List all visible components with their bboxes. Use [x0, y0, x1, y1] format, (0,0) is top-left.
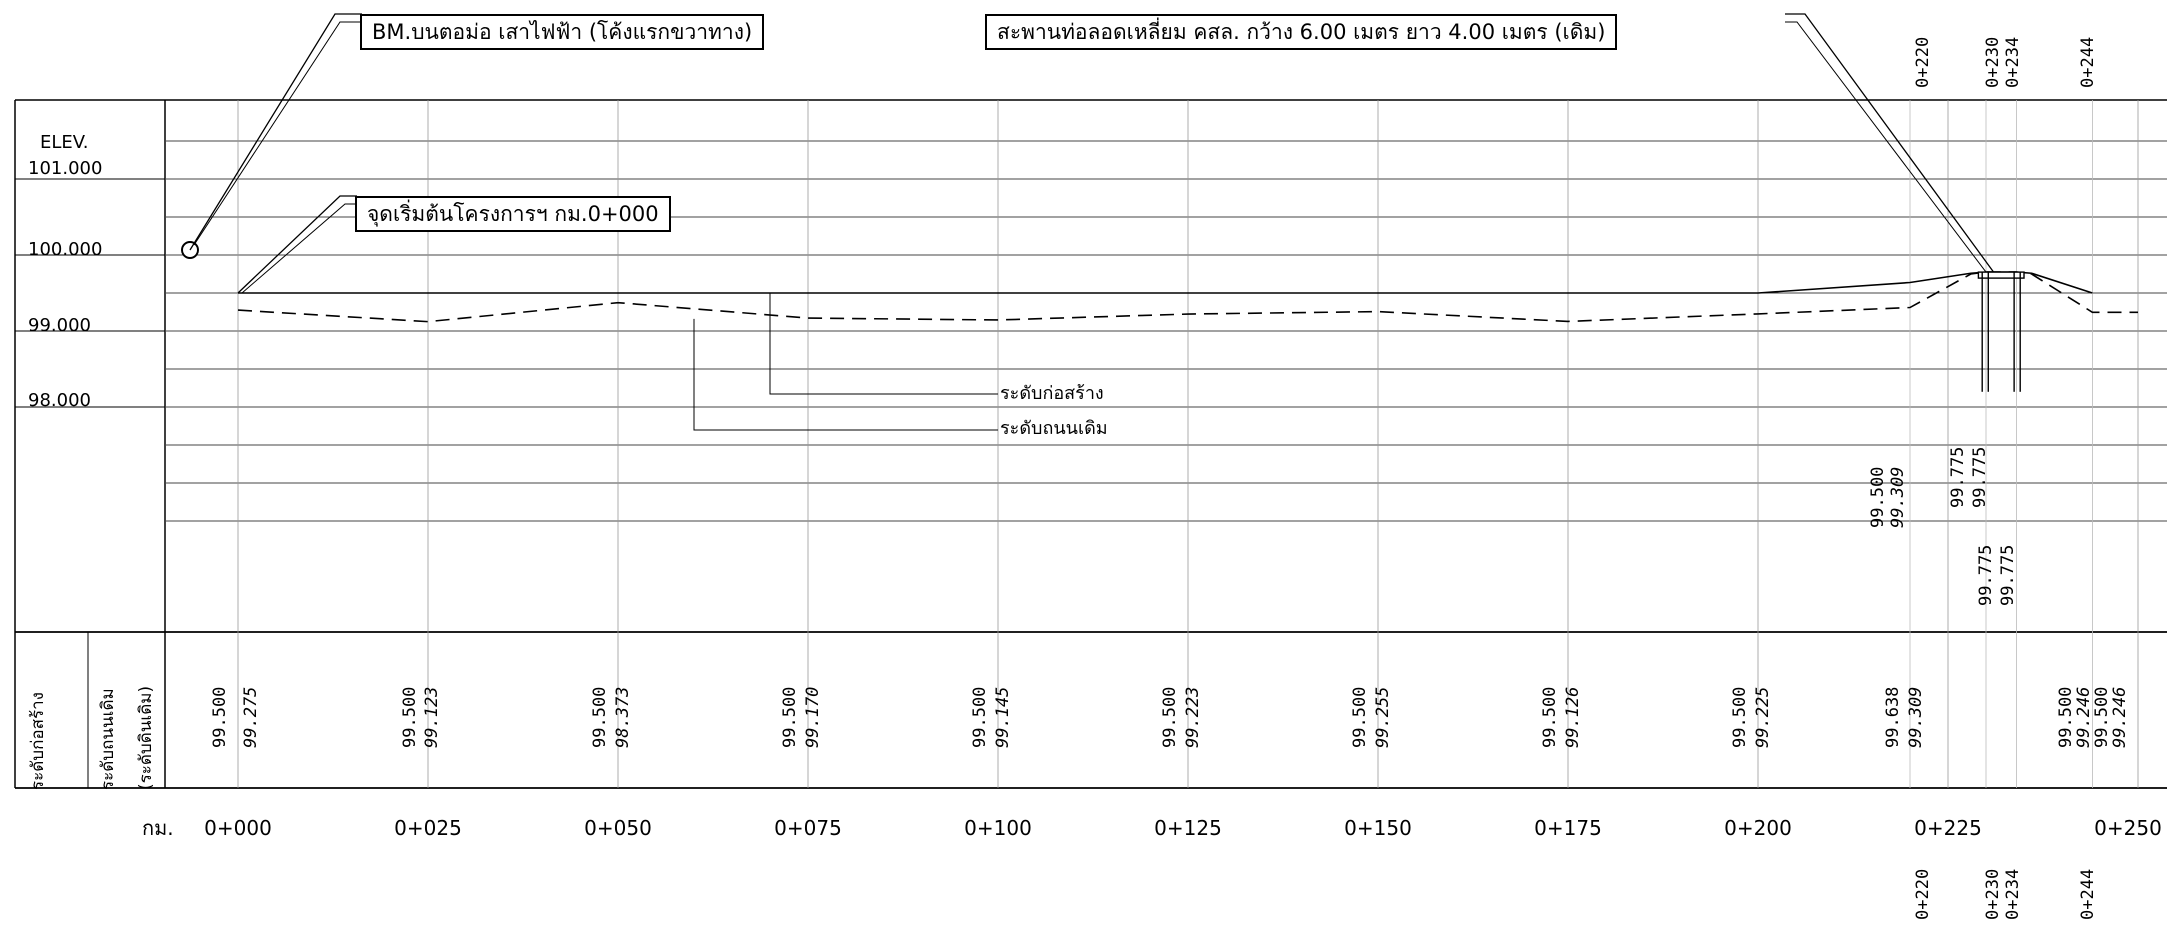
plot-value-234-b: 99.775: [1998, 544, 2018, 606]
design-value-0: 99.500: [210, 686, 230, 748]
station-label-7: 0+175: [1534, 816, 1602, 840]
existing-value-7: 99.126: [1563, 686, 1583, 748]
existing-value-244-a: 99.246: [2074, 686, 2094, 748]
station-label-1: 0+025: [394, 816, 462, 840]
plot-value-230-b: 99.775: [1970, 446, 1990, 508]
station-label-2: 0+050: [584, 816, 652, 840]
station-label-3: 0+075: [774, 816, 842, 840]
box-culvert-structure: [1977, 271, 2025, 392]
design-level-leader: [769, 293, 998, 395]
existing-value-1: 99.123: [422, 686, 442, 748]
design-value-244-b: 99.500: [2092, 686, 2112, 748]
top-station-230: 0+230: [1983, 36, 2003, 88]
elev-title: ELEV.: [40, 132, 89, 153]
start-annotation: จุดเริ่มต้นโครงการฯ กม.0+000: [355, 196, 671, 232]
bridge-leader: [1785, 13, 1995, 273]
bm-leader-2: [193, 21, 362, 246]
bottom-station-230: 0+230: [1983, 868, 2003, 920]
bottom-station-220: 0+220: [1913, 868, 1933, 920]
existing-value-3: 99.170: [803, 686, 823, 748]
start-leader: [237, 195, 357, 294]
existing-value-8: 99.225: [1753, 686, 1773, 748]
plot-value-230-a: 99.775: [1948, 446, 1968, 508]
existing-level-leader: [693, 318, 998, 431]
design-value-4: 99.500: [970, 686, 990, 748]
row-label-existing-sub: (ระดับดินเดิม): [136, 685, 156, 790]
design-value-220: 99.638: [1883, 686, 1903, 748]
existing-value-2: 98.373: [613, 686, 633, 748]
design-value-8: 99.500: [1730, 686, 1750, 748]
existing-value-220: 99.309: [1906, 686, 1926, 748]
bridge-leader-2: [1785, 21, 1987, 273]
design-value-3: 99.500: [780, 686, 800, 748]
leader-lines: [181, 13, 1995, 431]
elev-tick-101: 101.000: [28, 158, 103, 179]
start-leader-2: [241, 203, 357, 294]
elevation-grid: [14, 99, 2167, 789]
top-station-220: 0+220: [1913, 36, 1933, 88]
plot-value-234-a: 99.775: [1976, 544, 1996, 606]
bottom-station-234: 0+234: [2003, 868, 2023, 920]
design-value-7: 99.500: [1540, 686, 1560, 748]
plot-value-220-existing: 99.309: [1888, 466, 1908, 528]
existing-value-244-b: 99.246: [2110, 686, 2130, 748]
top-station-244: 0+244: [2078, 36, 2098, 88]
existing-level-label: ระดับถนนเดิม: [1000, 418, 1108, 439]
elev-tick-99: 99.000: [28, 315, 91, 336]
station-label-9: 0+225: [1914, 816, 1982, 840]
station-label-6: 0+150: [1344, 816, 1412, 840]
design-value-6: 99.500: [1350, 686, 1370, 748]
station-label-0: 0+000: [204, 816, 272, 840]
design-value-2: 99.500: [590, 686, 610, 748]
station-label-8: 0+200: [1724, 816, 1792, 840]
elev-tick-98: 98.000: [28, 390, 91, 411]
design-value-5: 99.500: [1160, 686, 1180, 748]
km-label: กม.: [142, 816, 174, 840]
design-level-label: ระดับก่อสร้าง: [1000, 383, 1104, 404]
existing-value-5: 99.223: [1183, 686, 1203, 748]
station-label-5: 0+125: [1154, 816, 1222, 840]
bm-annotation: BM.บนตอม่อ เสาไฟฟ้า (โค้งแรกขวาทาง): [360, 14, 765, 50]
plot-value-220-design: 99.500: [1868, 466, 1888, 528]
row-label-design: ระดับก่อสร้าง: [28, 692, 48, 790]
bridge-annotation: สะพานท่อลอดเหลี่ยม คสล. กว้าง 6.00 เมตร …: [985, 14, 1618, 50]
design-value-244-a: 99.500: [2056, 686, 2076, 748]
existing-value-0: 99.275: [241, 686, 261, 748]
bm-leader: [189, 13, 362, 251]
station-label-4: 0+100: [964, 816, 1032, 840]
elev-tick-100: 100.000: [28, 239, 103, 260]
row-label-existing: ระดับถนนเดิม: [98, 688, 118, 790]
existing-value-4: 99.145: [993, 686, 1013, 748]
top-station-234: 0+234: [2003, 36, 2023, 88]
existing-value-6: 99.255: [1373, 686, 1393, 748]
bottom-station-244: 0+244: [2078, 868, 2098, 920]
design-level-line: [238, 271, 2093, 294]
station-label-10: 0+250: [2094, 816, 2162, 840]
culvert-deck: [1977, 271, 2025, 279]
design-value-1: 99.500: [400, 686, 420, 748]
